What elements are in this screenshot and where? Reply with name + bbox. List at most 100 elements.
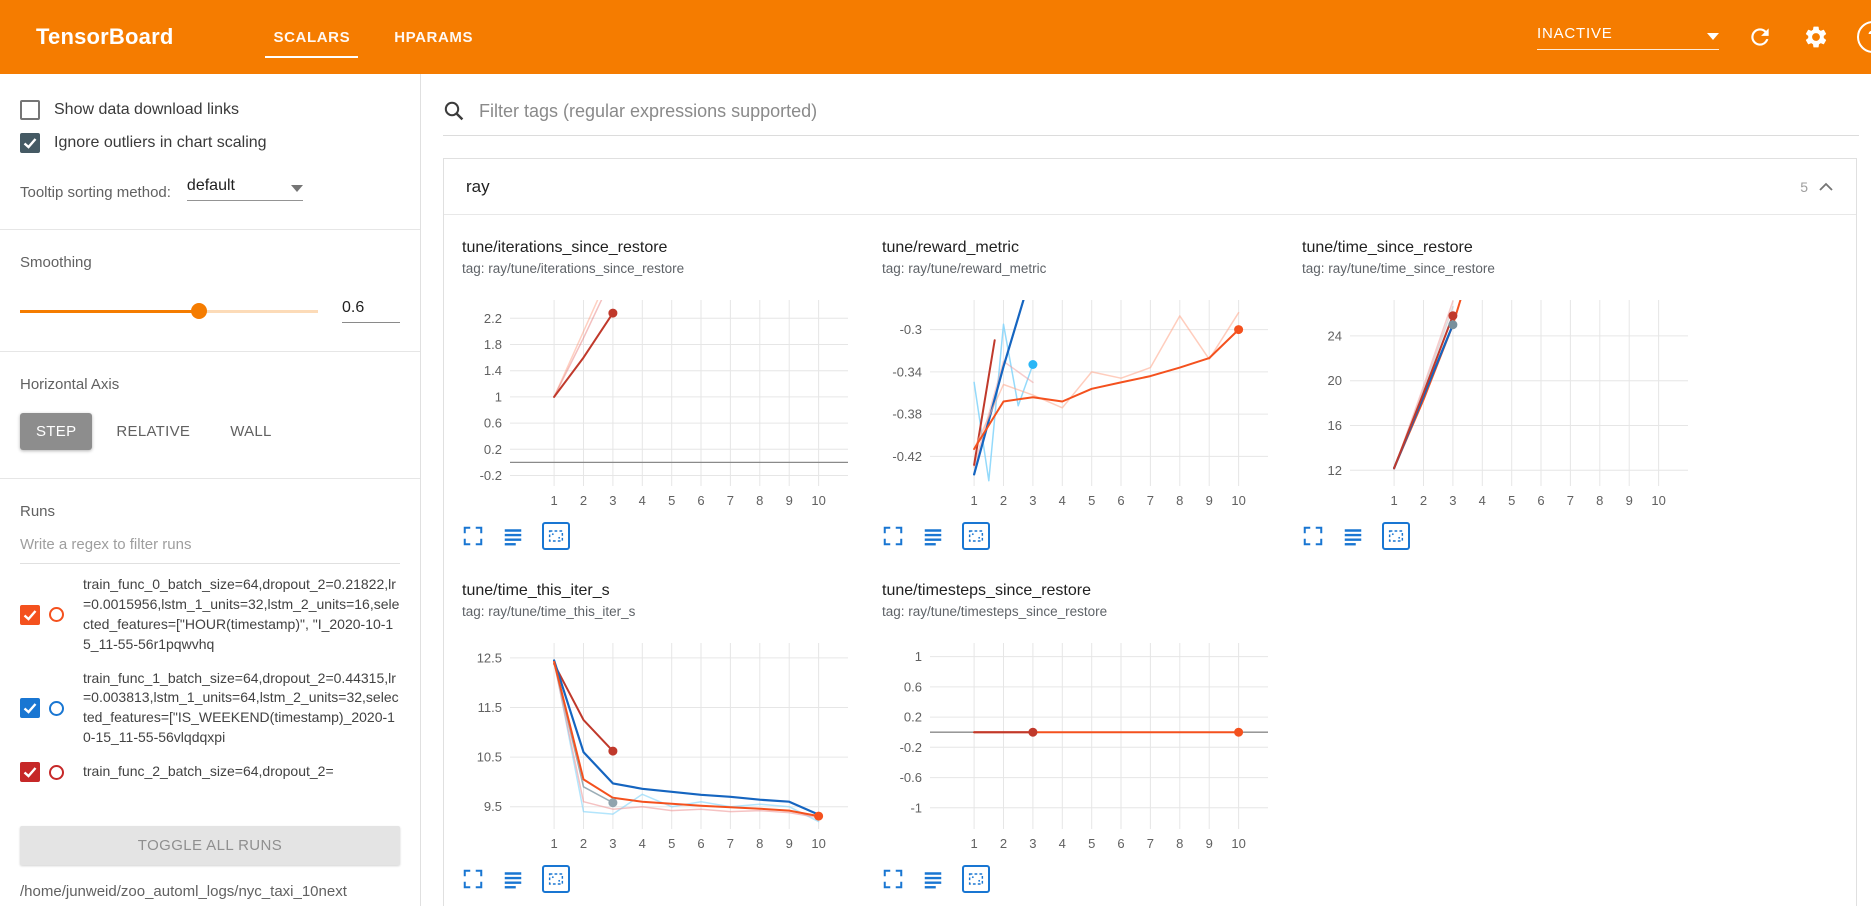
tooltip-sorting-select[interactable]: default [186, 177, 303, 201]
caret-down-icon [290, 185, 303, 192]
header-actions: INACTIVE ? [1537, 21, 1871, 53]
run-visibility-checkbox[interactable] [20, 762, 40, 782]
tab-hparams[interactable]: HPARAMS [394, 28, 474, 46]
axis-wall-button[interactable]: WALL [230, 423, 272, 440]
divider [0, 229, 420, 230]
help-button[interactable]: ? [1857, 21, 1871, 53]
svg-text:9: 9 [786, 493, 793, 508]
toggle-all-runs-button[interactable]: TOGGLE ALL RUNS [20, 826, 400, 865]
svg-text:0.6: 0.6 [904, 679, 922, 694]
svg-text:-1: -1 [910, 800, 922, 815]
chart-tag: tag: ray/tune/reward_metric [882, 261, 1047, 276]
line-chart[interactable]: -1 -0.6 -0.2 0.2 0.6 1 1 2 3 4 5 6 7 8 9 10 [882, 635, 1278, 855]
expand-chart-icon[interactable] [1302, 525, 1324, 547]
runs-filter-input[interactable] [20, 536, 400, 553]
runs-menu-icon[interactable] [502, 525, 524, 547]
smoothing-slider[interactable] [20, 303, 318, 319]
run-list[interactable]: train_func_0_batch_size=64,dropout_2=0.2… [20, 568, 400, 818]
expand-chart-icon[interactable] [462, 868, 484, 890]
svg-text:20: 20 [1328, 373, 1342, 388]
svg-text:10: 10 [1231, 836, 1245, 851]
check-icon [23, 767, 37, 778]
section-meta: 5 [1800, 179, 1834, 195]
divider [0, 478, 420, 479]
svg-text:4: 4 [1059, 493, 1066, 508]
chevron-up-icon[interactable] [1818, 181, 1834, 192]
svg-text:2: 2 [580, 493, 587, 508]
expand-chart-icon[interactable] [882, 868, 904, 890]
run-isolate-radio[interactable] [49, 764, 64, 780]
fit-domain-to-data-icon[interactable] [1382, 522, 1410, 550]
svg-text:-0.2: -0.2 [480, 468, 502, 483]
runs-menu-icon[interactable] [1342, 525, 1364, 547]
svg-text:9: 9 [1626, 493, 1633, 508]
run-isolate-radio[interactable] [49, 607, 64, 623]
runs-menu-icon[interactable] [922, 525, 944, 547]
tab-scalars[interactable]: SCALARS [251, 0, 372, 74]
tag-filter-input[interactable] [479, 100, 1859, 122]
svg-text:8: 8 [1176, 493, 1183, 508]
svg-text:8: 8 [756, 493, 763, 508]
svg-text:1: 1 [495, 389, 502, 404]
run-name: train_func_1_batch_size=64,dropout_2=0.4… [83, 669, 399, 746]
svg-text:0.2: 0.2 [904, 710, 922, 725]
svg-text:6: 6 [1117, 493, 1124, 508]
svg-text:7: 7 [727, 493, 734, 508]
svg-text:16: 16 [1328, 418, 1342, 433]
run-visibility-checkbox[interactable] [20, 604, 40, 625]
refresh-button[interactable] [1745, 22, 1775, 52]
main-content: ray 5 tune/iterations_since_restore tag:… [421, 74, 1871, 906]
status-dropdown[interactable]: INACTIVE [1537, 25, 1719, 50]
chart-title: tune/reward_metric [882, 239, 1019, 256]
svg-text:5: 5 [668, 836, 675, 851]
chart-title: tune/iterations_since_restore [462, 239, 668, 256]
chart-toolbar [462, 865, 864, 893]
svg-text:0.6: 0.6 [484, 416, 502, 431]
expand-chart-icon[interactable] [882, 525, 904, 547]
settings-button[interactable] [1801, 22, 1831, 52]
tag-filter-row [443, 100, 1859, 136]
svg-text:-0.42: -0.42 [892, 449, 922, 464]
ray-section-header[interactable]: ray 5 [444, 159, 1856, 215]
svg-text:5: 5 [1508, 493, 1515, 508]
line-chart[interactable]: -0.42 -0.38 -0.34 -0.3 1 2 3 4 5 6 7 8 9 10 [882, 292, 1278, 512]
fit-domain-to-data-icon[interactable] [542, 865, 570, 893]
axis-relative-button[interactable]: RELATIVE [116, 423, 191, 440]
smoothing-label: Smoothing [20, 254, 92, 271]
charts-grid: tune/iterations_since_restore tag: ray/t… [444, 215, 1856, 893]
svg-text:3: 3 [1029, 836, 1036, 851]
slider-thumb[interactable] [190, 303, 207, 319]
expand-chart-icon[interactable] [462, 525, 484, 547]
horizontal-axis-label: Horizontal Axis [20, 376, 120, 393]
chart-toolbar [1302, 522, 1704, 550]
smoothing-value-field[interactable]: 0.6 [342, 299, 400, 323]
line-chart[interactable]: 9.5 10.5 11.5 12.5 1 2 3 4 5 6 7 8 9 10 [462, 635, 858, 855]
line-chart[interactable]: -0.2 0.2 0.6 1 1.4 1.8 2.2 1 2 3 4 5 6 7 8 9 10 [462, 292, 858, 512]
svg-text:1: 1 [970, 493, 977, 508]
svg-text:2: 2 [580, 836, 587, 851]
svg-text:4: 4 [639, 493, 646, 508]
runs-menu-icon[interactable] [502, 868, 524, 890]
svg-text:10.5: 10.5 [477, 750, 502, 765]
search-icon [444, 101, 464, 121]
check-icon [23, 609, 37, 621]
runs-menu-icon[interactable] [922, 868, 944, 890]
run-isolate-radio[interactable] [49, 700, 64, 716]
ignore-outliers-checkbox[interactable] [20, 133, 40, 153]
fit-domain-to-data-icon[interactable] [962, 522, 990, 550]
axis-step-button[interactable]: STEP [20, 413, 93, 450]
fit-domain-to-data-icon[interactable] [962, 865, 990, 893]
run-name: train_func_2_batch_size=64,dropout_2= [83, 763, 334, 780]
fit-domain-to-data-icon[interactable] [542, 522, 570, 550]
svg-text:-0.3: -0.3 [900, 322, 922, 337]
svg-text:5: 5 [1088, 836, 1095, 851]
chart-toolbar [882, 865, 1284, 893]
svg-text:8: 8 [1596, 493, 1603, 508]
svg-text:9: 9 [786, 836, 793, 851]
show-download-links-checkbox[interactable] [20, 100, 40, 120]
gear-icon [1805, 26, 1827, 48]
svg-text:24: 24 [1328, 328, 1342, 343]
svg-text:6: 6 [697, 836, 704, 851]
run-visibility-checkbox[interactable] [20, 698, 40, 719]
